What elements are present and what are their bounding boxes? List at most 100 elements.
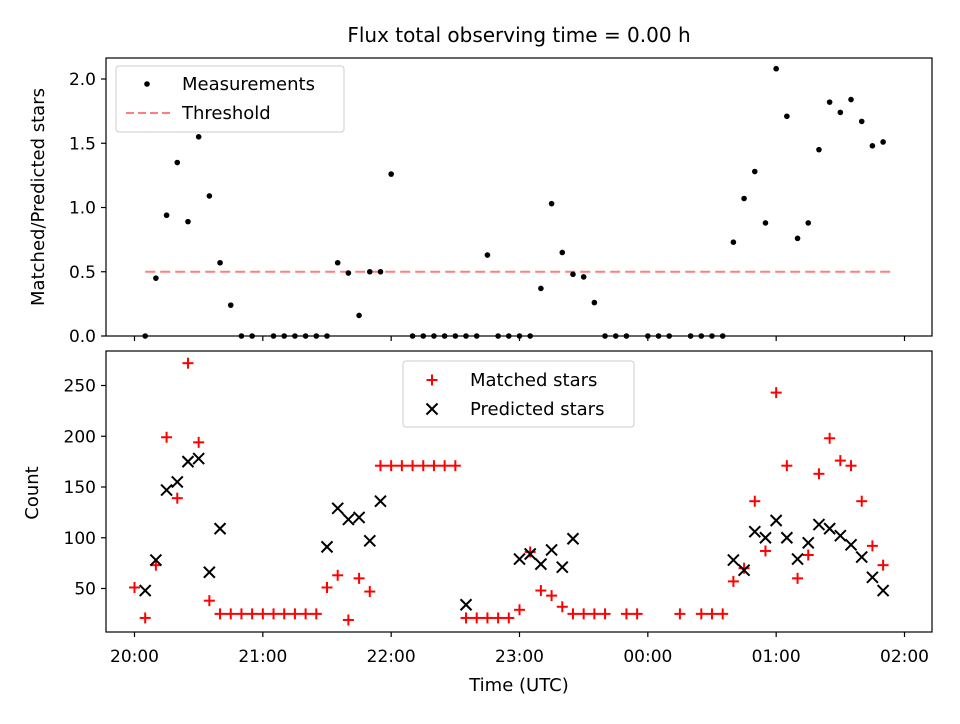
measurement-point <box>270 333 277 339</box>
measurement-point <box>409 333 416 339</box>
predicted-star-point <box>363 534 376 548</box>
matched-star-point <box>203 595 215 607</box>
measurement-point <box>784 113 790 120</box>
bottom-x-tick-label: 21:00 <box>238 647 287 667</box>
matched-star-point <box>813 468 825 480</box>
matched-star-point <box>738 562 750 574</box>
matched-star-point <box>866 540 878 552</box>
legend-matched-marker <box>426 374 438 386</box>
predicted-star-point <box>331 502 344 515</box>
matched-star-point <box>556 601 568 613</box>
predicted-star-point <box>342 513 355 526</box>
measurement-point <box>612 333 619 339</box>
matched-star-point <box>546 590 558 602</box>
predicted-star-point <box>513 552 526 566</box>
matched-star-point <box>503 612 515 624</box>
matched-star-point <box>449 460 461 472</box>
measurement-point <box>420 333 427 339</box>
predicted-star-point <box>855 550 868 564</box>
predicted-star-point <box>791 552 804 566</box>
measurement-point <box>281 333 288 339</box>
measurement-point <box>377 268 384 275</box>
measurement-point <box>698 333 705 339</box>
matched-star-point <box>268 608 280 620</box>
measurement-point <box>762 220 769 226</box>
bottom-x-tick-label: 00:00 <box>623 647 672 667</box>
measurement-point <box>580 274 587 280</box>
matched-star-point <box>321 581 333 593</box>
matched-star-point <box>588 608 600 620</box>
predicted-star-point <box>320 540 334 554</box>
matched-star-point <box>139 612 151 624</box>
predicted-star-point <box>759 531 772 544</box>
predicted-star-point <box>374 495 387 508</box>
measurement-point <box>174 159 181 166</box>
measurement-point <box>538 285 544 292</box>
matched-star-point <box>674 608 686 620</box>
matched-star-point <box>161 431 173 443</box>
top-y-tick-label: 0.0 <box>69 327 96 347</box>
bottom-y-tick-label: 250 <box>64 377 96 397</box>
matched-star-point <box>514 604 525 616</box>
measurement-point <box>345 270 352 276</box>
matched-star-point <box>567 608 579 620</box>
matched-star-point <box>407 460 419 472</box>
top-y-tick-label: 1.0 <box>69 199 96 219</box>
matched-star-point <box>310 608 322 620</box>
top-y-tick-label: 0.5 <box>69 263 96 283</box>
legend-measurements-label: Measurements <box>182 74 315 95</box>
top-legend: Measurements Threshold <box>115 65 345 133</box>
matched-star-point <box>353 572 365 584</box>
predicted-star-point <box>171 475 184 489</box>
matched-star-point <box>824 432 836 444</box>
measurement-point <box>858 118 865 125</box>
matched-star-point <box>856 495 868 507</box>
bottom-legend-box <box>402 360 635 428</box>
measurement-point <box>495 333 501 339</box>
predicted-star-point <box>748 525 761 538</box>
matched-star-point <box>171 492 183 504</box>
matched-star-point <box>278 608 290 620</box>
bottom-x-tick-label: 02:00 <box>880 647 929 667</box>
bottom-y-tick-label: 50 <box>74 580 96 600</box>
x-axis-label: Time (UTC) <box>468 675 569 696</box>
top-y-tick-label: 2.0 <box>69 70 96 90</box>
measurement-point <box>826 99 833 105</box>
measurement-point <box>313 333 320 339</box>
measurement-point <box>153 275 159 281</box>
matched-star-point <box>225 608 237 620</box>
measurement-point <box>506 333 512 339</box>
matched-stars-points <box>129 357 889 626</box>
legend-matched-label: Matched stars <box>470 370 597 391</box>
measurement-point <box>516 333 523 339</box>
measurement-point <box>527 333 533 339</box>
matched-star-point <box>781 460 793 472</box>
bottom-y-axis-label: Count <box>22 466 43 519</box>
bottom-panel: 50 100 150 200 250 20:00 21:00 22:00 23:00 00:00… <box>22 350 933 696</box>
matched-star-point <box>214 608 226 620</box>
matched-star-point <box>877 559 889 571</box>
bottom-legend: Matched stars Predicted stars <box>402 360 635 428</box>
matched-star-point <box>749 495 761 507</box>
matched-star-point <box>792 572 804 584</box>
matched-star-point <box>759 545 771 557</box>
measurement-point <box>570 271 576 278</box>
matched-star-point <box>300 608 312 620</box>
predicted-star-point <box>866 571 879 584</box>
matched-star-point <box>439 460 451 472</box>
measurement-point <box>848 96 854 103</box>
predicted-star-point <box>160 483 173 497</box>
legend-measurements-marker <box>144 81 150 87</box>
matched-star-point <box>257 608 269 620</box>
bottom-y-tick-label: 100 <box>64 529 96 549</box>
measurement-point <box>163 212 170 219</box>
matched-star-point <box>770 387 782 399</box>
measurement-point <box>623 333 630 339</box>
matched-star-point <box>706 608 718 620</box>
measurement-point <box>366 268 373 275</box>
predicted-star-point <box>523 547 537 561</box>
measurement-point <box>227 302 234 308</box>
measurement-point <box>473 333 480 339</box>
matched-star-point <box>727 575 739 587</box>
